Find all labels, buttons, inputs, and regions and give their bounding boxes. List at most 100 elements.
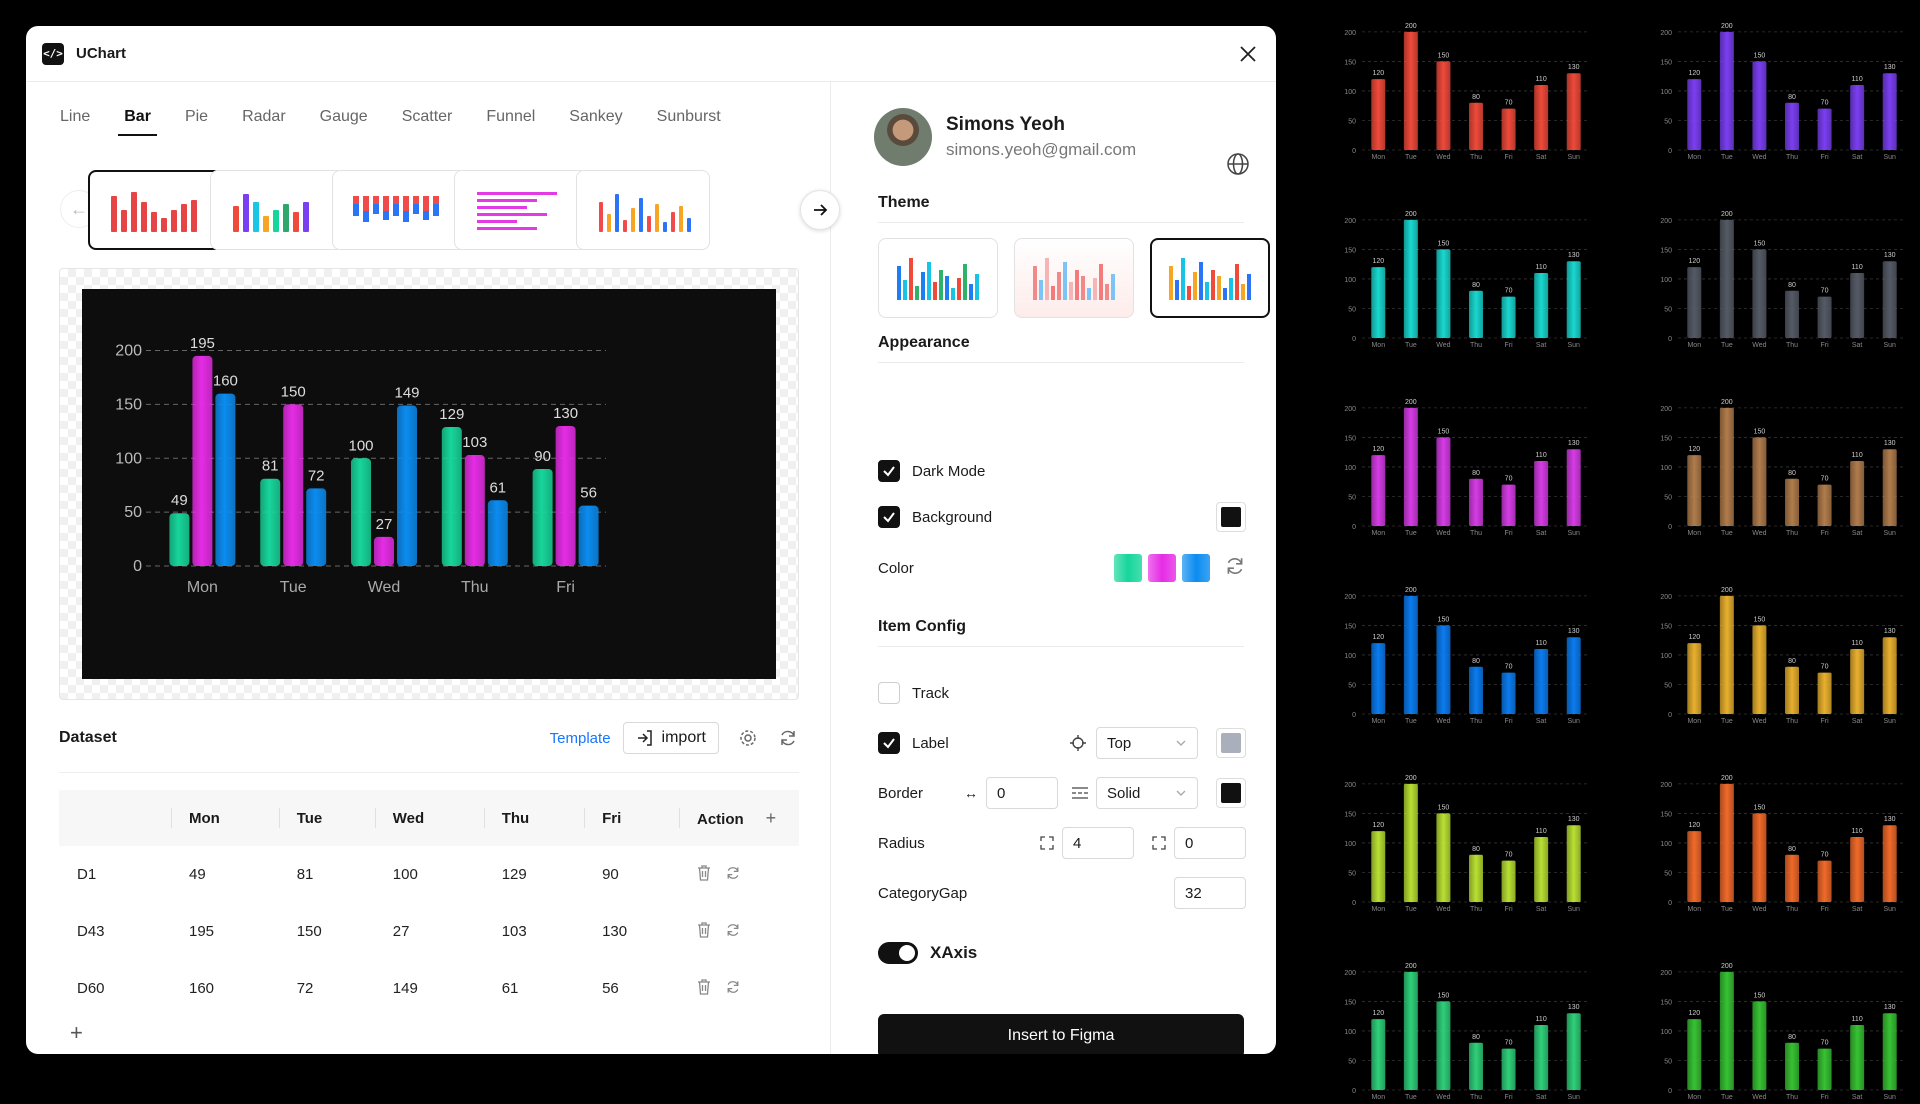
bar-d43-mon[interactable] (192, 355, 213, 566)
palette-color-2[interactable] (1148, 554, 1176, 582)
template-link[interactable]: Template (549, 729, 611, 747)
xaxis-toggle[interactable] (878, 942, 918, 964)
theme-option-3[interactable] (1150, 238, 1270, 318)
tab-radar[interactable]: Radar (242, 108, 286, 125)
style-thumb-3[interactable] (332, 170, 466, 250)
shuffle-colors-button[interactable] (1224, 555, 1246, 581)
settings-button[interactable] (737, 727, 759, 749)
theme-bar (1187, 286, 1191, 300)
value-cell[interactable]: 150 (296, 923, 322, 940)
value-cell[interactable]: 160 (189, 980, 215, 997)
theme-gallery-chart[interactable]: 0 50 100 150 200 120 Mon 200 Tue 150 Wed 80 Thu 70 Fri… (1336, 766, 1594, 916)
bar-d1-tue[interactable] (260, 478, 281, 566)
theme-gallery-chart[interactable]: 0 50 100 150 200 120 Mon 200 Tue 150 Wed 80 Thu 70 Fri… (1336, 954, 1594, 1104)
border-style-select[interactable]: Solid (1096, 777, 1198, 809)
radius-bottom-input[interactable]: 0 (1174, 827, 1246, 859)
bar-d60-tue[interactable] (306, 488, 327, 566)
tab-pie[interactable]: Pie (184, 108, 209, 125)
tab-gauge[interactable]: Gauge (319, 108, 368, 125)
tab-scatter[interactable]: Scatter (401, 108, 453, 125)
background-color-swatch[interactable] (1216, 502, 1246, 532)
track-checkbox[interactable] (878, 682, 900, 704)
row-name-cell[interactable]: D1 (77, 866, 97, 883)
value-cell[interactable]: 81 (296, 866, 314, 883)
border-color-swatch[interactable] (1216, 778, 1246, 808)
bar-d1-fri[interactable] (532, 469, 553, 566)
bar-d60-thu[interactable] (487, 500, 508, 566)
category-gap-input[interactable]: 32 (1174, 877, 1246, 909)
value-cell[interactable]: 72 (296, 980, 314, 997)
language-button[interactable] (1226, 152, 1250, 181)
border-width-input[interactable]: 0 (986, 777, 1058, 809)
add-column-button[interactable]: + (765, 807, 777, 828)
theme-bar (1241, 284, 1245, 300)
tab-sankey[interactable]: Sankey (569, 108, 623, 125)
palette-color-3[interactable] (1182, 554, 1210, 582)
add-row-button[interactable]: + (70, 1020, 83, 1046)
tab-bar[interactable]: Bar (118, 108, 157, 136)
value-cell[interactable]: 130 (602, 923, 628, 940)
theme-gallery-chart[interactable]: 0 50 100 150 200 120 Mon 200 Tue 150 Wed 80 Thu 70 Fri… (1336, 390, 1594, 540)
style-thumb-1[interactable] (88, 170, 222, 250)
theme-gallery-chart[interactable]: 0 50 100 150 200 120 Mon 200 Tue 150 Wed 80 Thu 70 Fri… (1652, 954, 1910, 1104)
refresh-button[interactable] (777, 727, 799, 749)
label-checkbox[interactable] (878, 732, 900, 754)
bar-d43-fri[interactable] (555, 425, 576, 566)
tab-funnel[interactable]: Funnel (486, 108, 536, 125)
value-cell[interactable]: 100 (392, 866, 418, 883)
refresh-row-button[interactable] (725, 979, 741, 999)
bar-d1-thu[interactable] (441, 427, 462, 566)
bar-d43-wed[interactable] (374, 536, 394, 566)
delete-row-button[interactable] (697, 921, 711, 942)
dark-mode-checkbox[interactable] (878, 460, 900, 482)
value-cell[interactable]: 90 (602, 866, 619, 883)
refresh-row-button[interactable] (725, 865, 741, 885)
import-button[interactable]: import (622, 722, 719, 754)
theme-option-2[interactable] (1014, 238, 1134, 318)
background-checkbox[interactable] (878, 506, 900, 528)
delete-row-button[interactable] (697, 864, 711, 885)
theme-gallery-chart[interactable]: 0 50 100 150 200 120 Mon 200 Tue 150 Wed 80 Thu 70 Fri… (1652, 14, 1910, 164)
carousel-next-button[interactable] (800, 190, 840, 230)
radius-top-input[interactable]: 4 (1062, 827, 1134, 859)
value-cell[interactable]: 103 (501, 923, 527, 940)
theme-gallery-chart[interactable]: 0 50 100 150 200 120 Mon 200 Tue 150 Wed 80 Thu 70 Fri… (1336, 202, 1594, 352)
row-name-cell[interactable]: D43 (77, 923, 105, 940)
theme-option-1[interactable] (878, 238, 998, 318)
bar-d43-thu[interactable] (464, 455, 485, 566)
theme-gallery-chart[interactable]: 0 50 100 150 200 120 Mon 200 Tue 150 Wed 80 Thu 70 Fri… (1652, 202, 1910, 352)
value-cell[interactable]: 56 (602, 980, 619, 997)
style-thumb-5[interactable] (576, 170, 710, 250)
bar-value-label: 130 (1884, 440, 1896, 447)
theme-gallery-chart[interactable]: 0 50 100 150 200 120 Mon 200 Tue 150 Wed 80 Thu 70 Fri… (1652, 390, 1910, 540)
value-cell[interactable]: 149 (392, 980, 418, 997)
style-thumb-2[interactable] (210, 170, 344, 250)
style-thumb-4[interactable] (454, 170, 588, 250)
theme-gallery-chart[interactable]: 0 50 100 150 200 120 Mon 200 Tue 150 Wed 80 Thu 70 Fri… (1336, 578, 1594, 728)
palette-color-1[interactable] (1114, 554, 1142, 582)
insert-to-figma-button[interactable]: Insert to Figma (878, 1014, 1244, 1054)
close-button[interactable] (1236, 42, 1260, 66)
row-name-cell[interactable]: D60 (77, 980, 105, 997)
bar-d60-wed[interactable] (397, 405, 417, 566)
value-cell[interactable]: 129 (501, 866, 527, 883)
value-cell[interactable]: 195 (189, 923, 215, 940)
bar-d1-wed[interactable] (351, 458, 371, 566)
theme-gallery-chart[interactable]: 0 50 100 150 200 120 Mon 200 Tue 150 Wed 80 Thu 70 Fri… (1652, 578, 1910, 728)
delete-row-button[interactable] (697, 978, 711, 999)
bar-d1-mon[interactable] (169, 513, 190, 566)
theme-gallery-chart[interactable]: 0 50 100 150 200 120 Mon 200 Tue 150 Wed 80 Thu 70 Fri… (1336, 14, 1594, 164)
value-cell[interactable]: 27 (392, 923, 410, 940)
tab-line[interactable]: Line (60, 108, 91, 125)
value-cell[interactable]: 49 (189, 866, 206, 883)
label-color-swatch[interactable] (1216, 728, 1246, 758)
bar-d60-fri[interactable] (578, 505, 599, 566)
label-position-select[interactable]: Top (1096, 727, 1198, 759)
bar-d60-mon[interactable] (215, 393, 236, 566)
theme-gallery-chart[interactable]: 0 50 100 150 200 120 Mon 200 Tue 150 Wed 80 Thu 70 Fri… (1652, 766, 1910, 916)
bar-d43-tue[interactable] (283, 404, 304, 566)
bar-value-label: 200 (1721, 587, 1733, 594)
value-cell[interactable]: 61 (501, 980, 519, 997)
tab-sunburst[interactable]: Sunburst (656, 108, 721, 125)
refresh-row-button[interactable] (725, 922, 741, 942)
